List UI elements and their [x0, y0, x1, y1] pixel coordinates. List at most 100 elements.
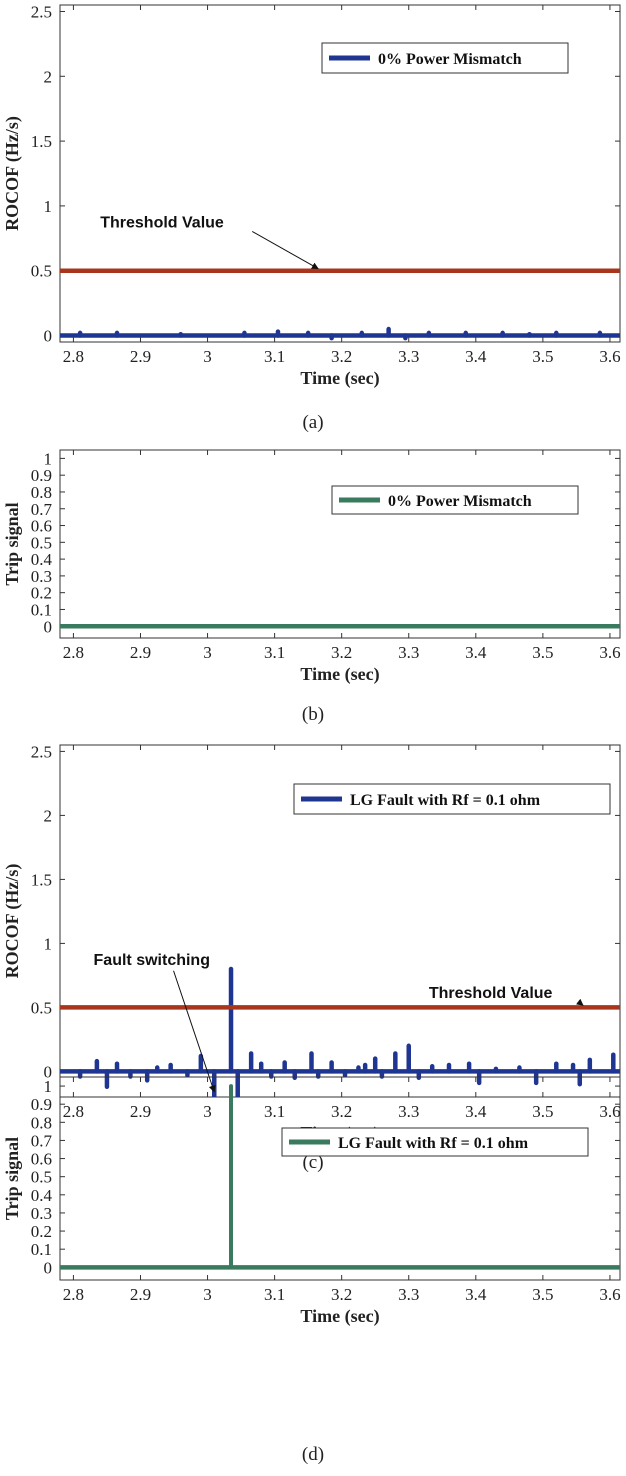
y-axis-label: ROCOF (Hz/s) [2, 864, 23, 979]
y-axis-label: Trip signal [2, 502, 22, 585]
x-tick-label: 3.3 [398, 643, 419, 662]
y-tick-label: 0 [44, 617, 53, 636]
y-tick-label: 0 [44, 327, 53, 346]
x-tick-label: 2.8 [63, 1102, 84, 1121]
y-tick-label: 0 [44, 1062, 53, 1081]
y-tick-label: 0.2 [31, 584, 52, 603]
legend: LG Fault with Rf = 0.1 ohm [293, 783, 611, 815]
y-tick-label: 1 [44, 449, 53, 468]
x-tick-label: 3.5 [532, 347, 553, 366]
x-axis-label: Time (sec) [300, 1306, 379, 1327]
x-tick-label: 3.3 [398, 1285, 419, 1304]
threshold-annotation: Threshold Value [100, 214, 224, 231]
y-axis-label: ROCOF (Hz/s) [2, 116, 23, 231]
x-tick-label: 3.1 [264, 643, 285, 662]
y-tick-label: 0.4 [31, 1186, 53, 1205]
x-tick-label: 3.1 [264, 1285, 285, 1304]
legend-box [293, 783, 611, 815]
x-tick-label: 3.2 [331, 347, 352, 366]
y-tick-label: 0.7 [31, 1131, 53, 1150]
y-tick-label: 0.5 [31, 533, 52, 552]
x-tick-label: 3.3 [398, 347, 419, 366]
y-tick-label: 1.5 [31, 132, 52, 151]
panel-c: 2.82.933.13.23.33.43.53.600.511.522.5Tim… [2, 742, 621, 1173]
x-tick-label: 3.5 [532, 1285, 553, 1304]
y-tick-label: 0.2 [31, 1222, 52, 1241]
y-tick-label: 0.4 [31, 550, 53, 569]
x-tick-label: 3.5 [532, 643, 553, 662]
x-tick-label: 3 [203, 347, 212, 366]
x-tick-label: 3.1 [264, 1102, 285, 1121]
threshold-annotation: Threshold Value [429, 985, 553, 1002]
y-tick-label: 1 [44, 1077, 53, 1096]
x-tick-label: 2.8 [63, 643, 84, 662]
series-group [60, 966, 620, 1097]
panel-b: 2.8 2.9 3 3.1 3.2 3.3 3.4 3.5 3.600.10.20.30.40.… [2, 449, 621, 725]
legend: LG Fault with Rf = 0.1 ohm [281, 1127, 589, 1157]
x-tick-label: 2.9 [130, 347, 151, 366]
y-axis-label: Trip signal [2, 1137, 22, 1220]
x-tick-label: 3.4 [465, 1102, 487, 1121]
plot-area [59, 1076, 621, 1281]
legend-label: LG Fault with Rf = 0.1 ohm [338, 1135, 529, 1152]
x-axis-label: Time (sec) [300, 664, 379, 685]
x-tick-label: 3 [203, 1285, 212, 1304]
y-tick-label: 0.5 [31, 262, 52, 281]
x-tick-label: 3.2 [331, 643, 352, 662]
y-tick-label: 0.5 [31, 1168, 52, 1187]
y-tick-label: 0.6 [31, 517, 52, 536]
x-tick-label: 2.9 [130, 643, 151, 662]
y-tick-label: 2.5 [31, 742, 52, 761]
y-tick-label: 2.5 [31, 2, 52, 21]
x-tick-label: 3.4 [465, 643, 487, 662]
legend-box [281, 1127, 589, 1157]
y-tick-label: 1 [44, 197, 53, 216]
y-tick-label: 0.3 [31, 567, 52, 586]
panel-caption: (c) [302, 1152, 323, 1173]
x-tick-label: 3.4 [465, 347, 487, 366]
x-tick-label: 3 [203, 1102, 212, 1121]
y-tick-label: 0.8 [31, 483, 52, 502]
x-axis-label: Time (sec) [300, 368, 379, 389]
y-tick-label: 0.9 [31, 466, 52, 485]
legend: 0% Power Mismatch [331, 485, 579, 515]
y-tick-label: 0.7 [31, 500, 53, 519]
y-tick-label: 2 [44, 806, 53, 825]
x-tick-label: 3.3 [398, 1102, 419, 1121]
y-tick-label: 0 [44, 1258, 53, 1277]
plot-area [59, 449, 621, 639]
panel-caption: (a) [302, 412, 323, 433]
x-tick-label: 3.2 [331, 1285, 352, 1304]
threshold-arrow [576, 998, 584, 1006]
y-tick-label: 2 [44, 67, 53, 86]
fault-arrow [173, 970, 216, 1093]
legend-label: 0% Power Mismatch [378, 51, 522, 68]
x-tick-label: 2.8 [63, 347, 84, 366]
x-tick-label: 2.8 [63, 1285, 84, 1304]
fault-annotation: Fault switching [94, 952, 210, 969]
y-tick-label: 0.1 [31, 600, 52, 619]
x-tick-label: 3.6 [599, 643, 620, 662]
x-tick-label: 3.5 [532, 1102, 553, 1121]
x-tick-label: 3.6 [599, 1102, 620, 1121]
y-tick-label: 0.9 [31, 1095, 52, 1114]
series-group [60, 1084, 620, 1270]
legend-label: 0% Power Mismatch [388, 493, 532, 510]
x-tick-label: 3.1 [264, 347, 285, 366]
y-tick-label: 0.6 [31, 1150, 52, 1169]
y-tick-label: 0.1 [31, 1240, 52, 1259]
x-tick-label: 2.9 [130, 1285, 151, 1304]
panel-caption: (b) [302, 704, 324, 725]
threshold-arrow [251, 231, 319, 270]
series-group [60, 268, 620, 341]
plot-area [59, 4, 621, 343]
y-tick-label: 0.8 [31, 1113, 52, 1132]
x-tick-label: 3 [203, 643, 212, 662]
plot-area [59, 744, 621, 1098]
x-tick-label: 3.6 [599, 347, 620, 366]
y-tick-label: 1.5 [31, 870, 52, 889]
legend: 0% Power Mismatch [321, 42, 569, 74]
y-tick-label: 0.3 [31, 1204, 52, 1223]
y-tick-label: 1 [44, 934, 53, 953]
